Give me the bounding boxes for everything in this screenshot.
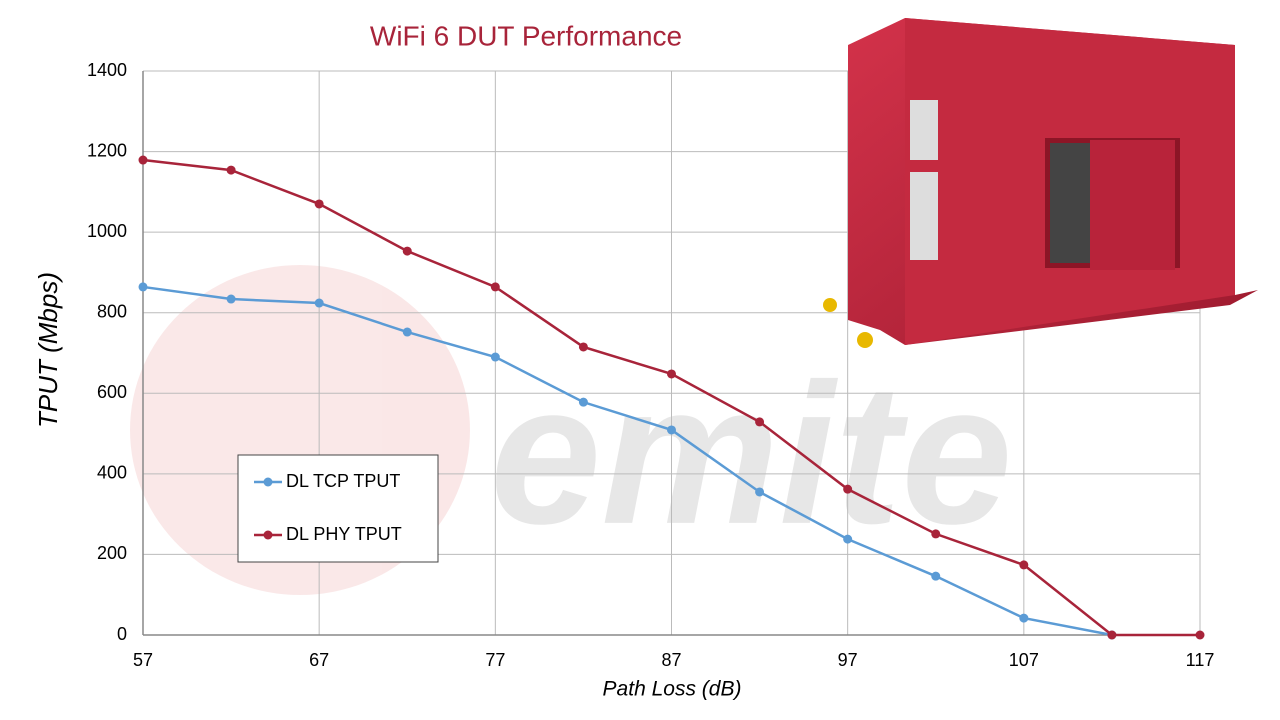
data-point <box>226 294 236 304</box>
product-image <box>823 18 1258 348</box>
data-point <box>578 397 588 407</box>
data-point <box>138 155 148 165</box>
data-point <box>931 571 941 581</box>
data-point <box>755 487 765 497</box>
legend-label: DL PHY TPUT <box>286 524 402 544</box>
y-tick-label: 200 <box>97 543 127 563</box>
data-point <box>490 282 500 292</box>
data-point <box>314 199 324 209</box>
data-point <box>1019 613 1029 623</box>
x-tick-label: 117 <box>1186 650 1215 670</box>
data-point <box>667 369 676 379</box>
data-point <box>578 342 588 352</box>
legend-marker <box>263 477 273 487</box>
data-point <box>931 529 941 539</box>
x-tick-label: 77 <box>485 650 505 670</box>
y-tick-label: 600 <box>97 382 127 402</box>
legend-label: DL TCP TPUT <box>286 471 400 491</box>
data-point <box>226 165 236 175</box>
y-axis-title: TPUT (Mbps) <box>33 272 63 428</box>
data-point <box>755 417 765 427</box>
data-point <box>138 282 148 292</box>
series-line <box>142 285 1113 637</box>
x-tick-label: 67 <box>309 650 329 670</box>
x-tick-label: 97 <box>838 650 858 670</box>
chart-title: WiFi 6 DUT Performance <box>370 20 682 51</box>
y-tick-label: 1400 <box>87 60 127 80</box>
data-point <box>1019 560 1029 570</box>
data-point <box>667 425 676 435</box>
x-axis-title: Path Loss (dB) <box>603 678 742 701</box>
y-tick-label: 1000 <box>87 221 127 241</box>
data-point <box>1195 630 1205 640</box>
data-point <box>402 246 412 256</box>
legend: DL TCP TPUT DL PHY TPUT <box>237 454 439 563</box>
data-point <box>843 534 853 544</box>
data-point <box>490 352 500 362</box>
data-point <box>1107 630 1117 640</box>
data-point <box>314 298 324 308</box>
y-tick-label: 1200 <box>87 140 127 160</box>
x-tick-label: 107 <box>1009 650 1039 670</box>
y-tick-label: 400 <box>97 463 127 483</box>
y-tick-label: 800 <box>97 301 127 321</box>
data-point <box>843 484 853 494</box>
y-tick-label: 0 <box>117 624 127 644</box>
x-tick-label: 87 <box>661 650 681 670</box>
x-tick-label: 57 <box>133 650 153 670</box>
data-point <box>402 327 412 337</box>
legend-marker <box>263 530 273 540</box>
